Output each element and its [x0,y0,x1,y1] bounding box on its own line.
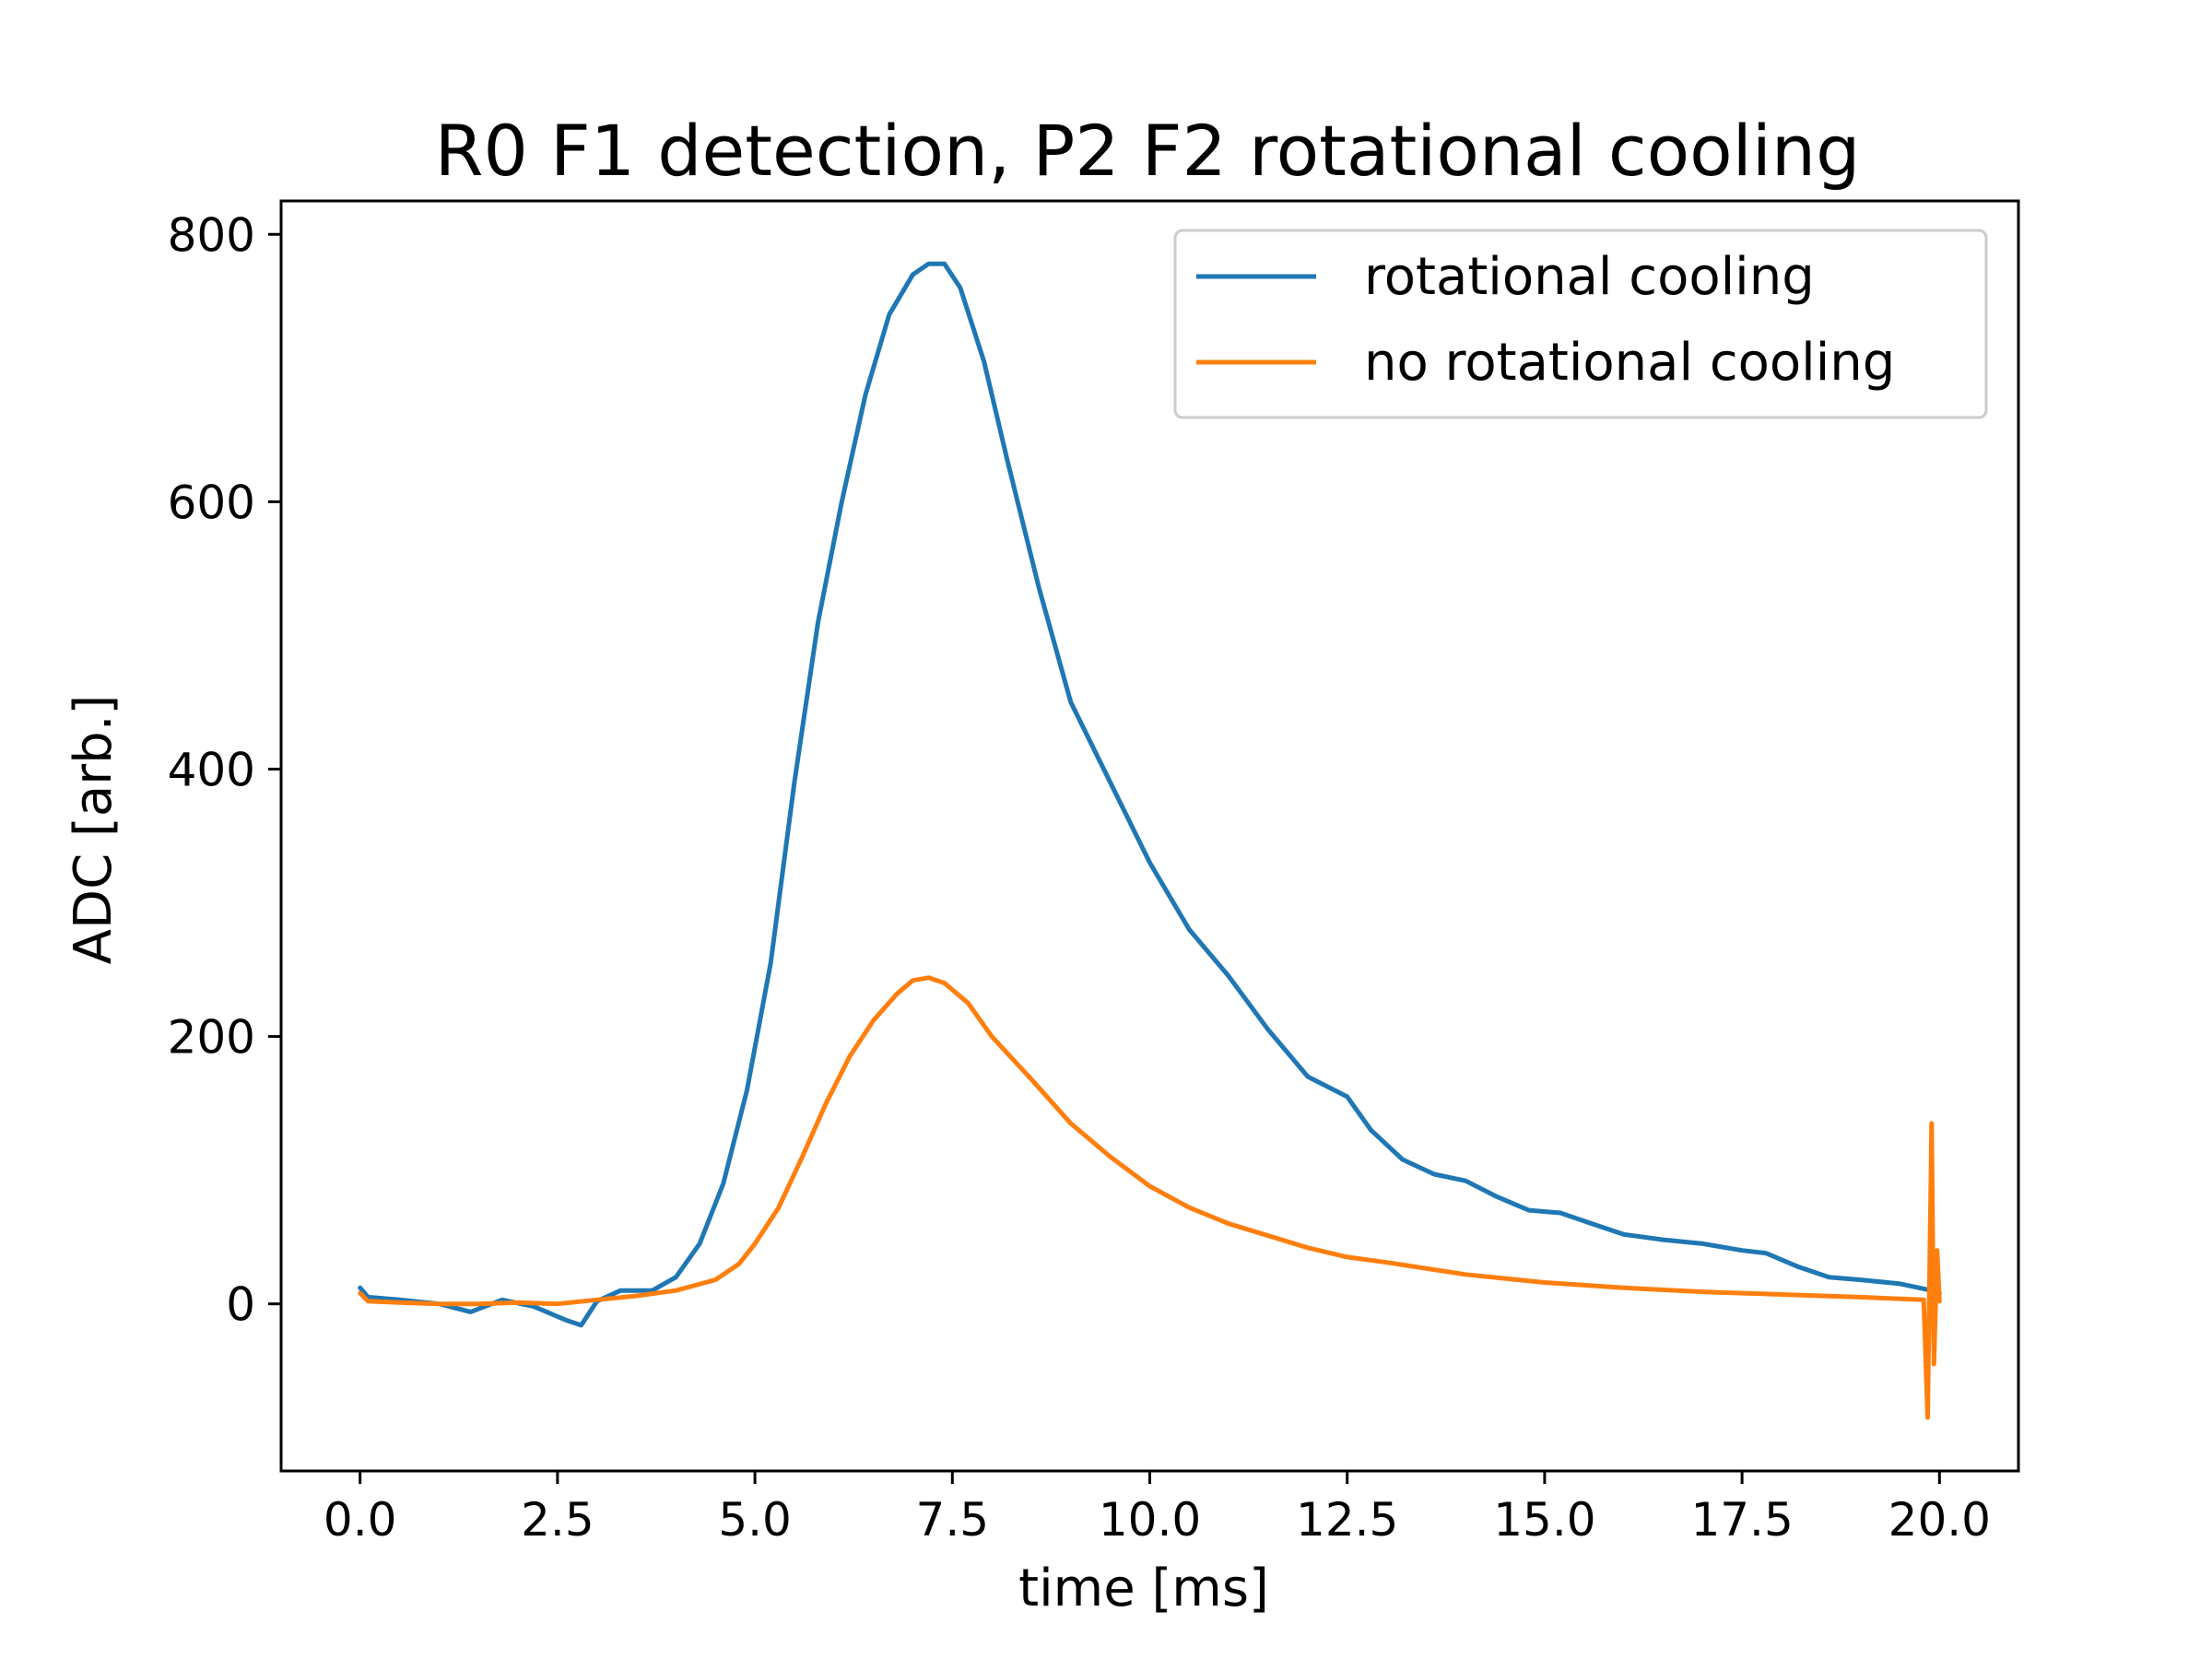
y-tick-label: 400 [168,743,255,796]
x-tick-label: 12.5 [1296,1493,1398,1547]
x-tick-label: 10.0 [1099,1493,1201,1547]
y-tick-label: 0 [226,1278,255,1332]
x-axis-label: time [ms] [1018,1559,1269,1618]
y-axis-label: ADC [arb.] [64,695,124,965]
plot-area: 0.0 2.5 5.0 7.5 10.0 12.5 15.0 17.5 20.0 0 200 400 6… [168,199,2020,1547]
x-tick-label: 20.0 [1888,1493,1991,1547]
x-tick-label: 0.0 [324,1493,397,1547]
x-tick-label: 7.5 [916,1493,990,1547]
legend: rotational cooling no rotational cooling [1173,229,1988,419]
y-tick-label: 800 [168,208,255,262]
y-tick-label: 600 [168,476,255,529]
legend-label-no-rotational-cooling: no rotational cooling [1364,333,1895,393]
series-line-no-rotational-cooling [358,975,1942,1420]
legend-label-rotational-cooling: rotational cooling [1364,247,1815,307]
chart-title: R0 F1 detection, P2 F2 rotational coolin… [435,110,1861,192]
legend-box [1173,229,1988,419]
x-tick-label: 17.5 [1690,1493,1793,1547]
x-tick-label: 2.5 [521,1493,594,1547]
x-tick-label: 15.0 [1493,1493,1595,1547]
x-tick-label: 5.0 [718,1493,792,1547]
y-tick-label: 200 [168,1011,255,1065]
